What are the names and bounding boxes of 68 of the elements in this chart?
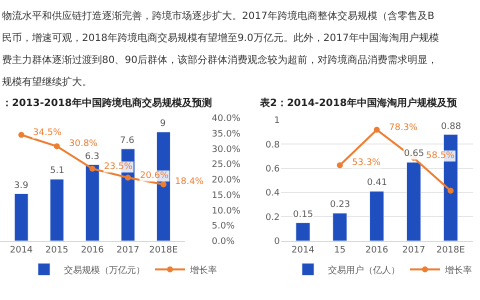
point bbox=[448, 188, 454, 194]
y-tick-label: 0.4 bbox=[265, 188, 280, 199]
y2-tick-label: 10.0% bbox=[212, 206, 241, 216]
data-label: 3.9 bbox=[14, 181, 29, 191]
y2-tick-label: 35.0% bbox=[212, 129, 241, 140]
text: 费主力群体逐渐过渡到80、90后群体，该部分群体消费观念较为超前，对跨境商品消费需求明显， bbox=[2, 54, 438, 66]
bar bbox=[50, 178, 64, 241]
data-label: 5.1 bbox=[50, 166, 64, 176]
x-tick-label: 2017 bbox=[402, 246, 426, 256]
legend-label: 交易规模（万亿元） bbox=[64, 264, 145, 276]
text: 物流水平和供应链打造逐渐完善，跨境市场逐步扩大。2017年跨境电商整体交易规模（含零售及B bbox=[2, 10, 434, 22]
y2-tick-label: 40.0% bbox=[212, 114, 241, 124]
x-tick-label: 2015 bbox=[45, 246, 68, 256]
y2-tick-label: 25.0% bbox=[212, 160, 241, 170]
data-label: 53.3% bbox=[352, 158, 382, 168]
y-tick-label: 0.6 bbox=[265, 164, 280, 175]
bar bbox=[370, 191, 384, 241]
point bbox=[18, 132, 24, 138]
text: 规模有望继续扩大。 bbox=[2, 76, 92, 88]
data-label: 7.6 bbox=[120, 136, 135, 146]
data-label: 9 bbox=[160, 119, 166, 129]
data-label: 0.15 bbox=[293, 210, 314, 220]
bar bbox=[406, 162, 421, 241]
point bbox=[54, 143, 60, 150]
x-tick-label: 2018E bbox=[149, 246, 178, 256]
legend-label: 增长率 bbox=[189, 264, 217, 276]
data-label: 0.41 bbox=[367, 178, 388, 188]
y-tick-label: 1 bbox=[274, 116, 280, 126]
data-label: 0.65 bbox=[404, 149, 424, 159]
chart-title: ：2013-2018年中国跨境电商交易规模及预测 bbox=[2, 97, 212, 109]
x-tick-label: 2014 bbox=[291, 246, 315, 256]
bar bbox=[85, 164, 100, 241]
y-tick-label: 0.8 bbox=[265, 140, 280, 150]
y2-tick-label: 30.0% bbox=[212, 144, 241, 155]
point bbox=[336, 162, 343, 168]
data-label: 6.3 bbox=[85, 152, 100, 162]
legend-label: 增长率 bbox=[444, 264, 472, 276]
y2-tick-label: 20.0% bbox=[212, 176, 241, 186]
data-label: 23.5% bbox=[104, 162, 134, 172]
x-tick-label: 2016 bbox=[365, 246, 389, 256]
y-tick-label: 0.2 bbox=[265, 212, 280, 223]
data-label: 34.5% bbox=[33, 128, 62, 138]
x-tick-label: 2018E bbox=[436, 246, 466, 256]
text: 民币，增速可观，2018年跨境电商交易规模有望增至9.0万亿元。此外，2017年中国海淘用户规模 bbox=[2, 32, 439, 44]
x-tick-label: 15 bbox=[334, 246, 346, 256]
legend-label: 交易用户（亿人） bbox=[328, 264, 400, 276]
bar bbox=[296, 222, 310, 241]
point bbox=[89, 166, 96, 172]
data-label: 58.5% bbox=[426, 151, 456, 161]
y2-tick-label: 15.0% bbox=[212, 190, 241, 201]
point bbox=[160, 181, 166, 188]
y2-tick-label: 0.0% bbox=[212, 237, 236, 248]
data-label: 20.6% bbox=[140, 171, 170, 181]
x-tick-label: 2014 bbox=[10, 246, 34, 256]
y2-tick-label: 5.0% bbox=[212, 222, 236, 232]
point bbox=[374, 126, 380, 133]
x-tick-label: 2016 bbox=[80, 246, 104, 256]
bar bbox=[332, 212, 348, 241]
data-label: 18.4% bbox=[175, 177, 204, 187]
chart-title: 表2：2014-2018年中国海淘用户规模及预 bbox=[259, 97, 458, 109]
y-tick-label: 0 bbox=[274, 237, 280, 248]
data-label: 78.3% bbox=[389, 123, 418, 133]
data-label: 0.23 bbox=[330, 200, 350, 210]
data-label: 30.8% bbox=[69, 139, 98, 149]
point bbox=[124, 174, 131, 181]
data-label: 0.88 bbox=[441, 122, 462, 132]
bar bbox=[14, 193, 28, 241]
x-tick-label: 2017 bbox=[116, 246, 140, 256]
